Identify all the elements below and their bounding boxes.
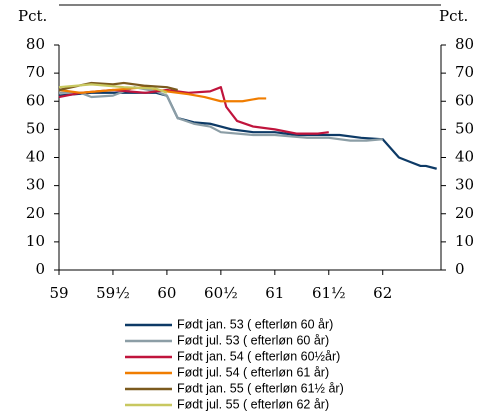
y-tick-label: 40	[26, 148, 45, 166]
series-line	[58, 91, 437, 170]
y2-tick-label: 30	[455, 176, 474, 194]
y2-tick-label: 50	[455, 119, 474, 137]
legend-label: Født jan. 55 ( efterløn 61½ år)	[177, 381, 344, 395]
legend-label: Født jul. 53 ( efterløn 60 år)	[177, 333, 329, 347]
y-tick-label: 80	[26, 35, 45, 53]
series-line	[59, 86, 383, 142]
legend-label: Født jul. 54 ( efterløn 61 år)	[177, 365, 329, 379]
x-tick-label: 60	[157, 284, 176, 302]
legend-label: Født jul. 55 ( efterløn 62 år)	[177, 397, 329, 411]
y-tick-label: 10	[26, 232, 45, 250]
x-tick-label: 59½	[96, 284, 130, 302]
x-tick-label: 61½	[312, 284, 346, 302]
series-line	[58, 86, 267, 103]
y-tick-label: 0	[35, 260, 45, 278]
y-tick-label: 70	[26, 63, 45, 81]
series-line	[58, 81, 178, 92]
x-tick-label: 62	[373, 284, 392, 302]
y2-axis-label: Pct.	[439, 7, 468, 25]
y-tick-label: 20	[26, 204, 45, 222]
legend-label: Født jan. 53 ( efterløn 60 år)	[177, 317, 333, 331]
y2-tick-label: 0	[455, 260, 465, 278]
y-tick-label: 60	[26, 91, 45, 109]
x-tick-label: 60½	[204, 284, 238, 302]
y2-tick-label: 20	[455, 204, 474, 222]
y2-tick-label: 70	[455, 63, 474, 81]
y2-tick-label: 40	[455, 148, 474, 166]
x-tick-label: 59	[49, 284, 68, 302]
y-tick-label: 30	[26, 176, 45, 194]
y-tick-label: 50	[26, 119, 45, 137]
x-tick-label: 61	[265, 284, 284, 302]
series-line	[58, 86, 329, 135]
legend-label: Født jan. 54 ( efterløn 60½år)	[177, 349, 340, 363]
y2-tick-label: 10	[455, 232, 474, 250]
series-line	[58, 83, 168, 94]
y-axis-label: Pct.	[18, 7, 47, 25]
y2-tick-label: 60	[455, 91, 474, 109]
y2-tick-label: 80	[455, 35, 474, 53]
